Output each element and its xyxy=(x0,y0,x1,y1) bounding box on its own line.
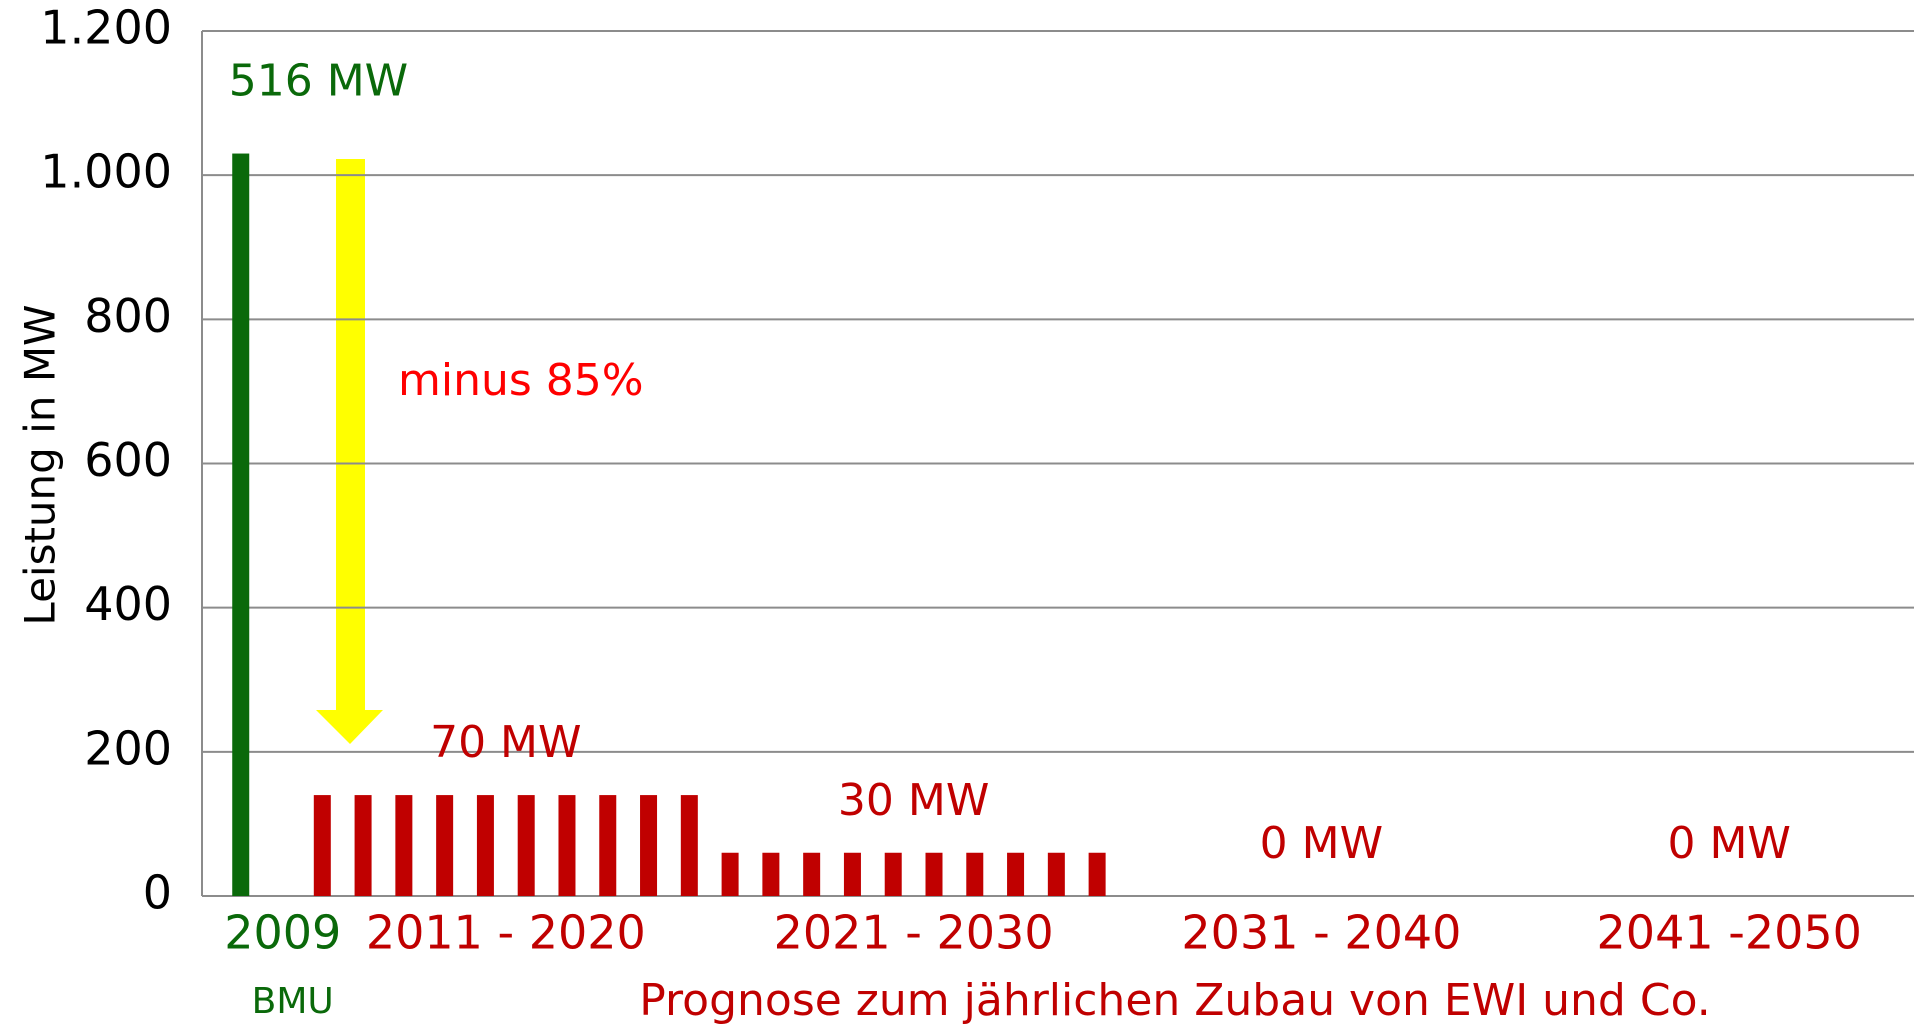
bar xyxy=(803,852,821,896)
bar xyxy=(558,795,576,896)
x-tick-label: 2031 - 2040 xyxy=(1181,906,1461,960)
annotation: 70 MW xyxy=(430,717,581,768)
y-tick-label: 800 xyxy=(84,289,172,343)
bar xyxy=(721,852,739,896)
bar xyxy=(313,795,331,896)
arrow-label: minus 85% xyxy=(398,355,644,406)
bar xyxy=(966,852,984,896)
bar xyxy=(762,852,780,896)
y-tick-label: 0 xyxy=(143,866,172,920)
x-axis-label: Prognose zum jährlichen Zubau von EWI un… xyxy=(639,975,1710,1024)
x-tick-label: 2009 xyxy=(224,906,341,960)
y-tick-label: 1.000 xyxy=(40,145,172,199)
annotation: 0 MW xyxy=(1260,818,1383,869)
bar xyxy=(517,795,535,896)
bar xyxy=(436,795,454,896)
bar xyxy=(599,795,617,896)
x-tick-label: 2021 - 2030 xyxy=(774,906,1054,960)
bar xyxy=(1007,852,1025,896)
y-tick-label: 200 xyxy=(84,721,172,775)
bar xyxy=(1088,852,1106,896)
bar xyxy=(395,795,413,896)
bar xyxy=(680,795,698,896)
y-tick-label: 1.200 xyxy=(40,1,172,55)
bar xyxy=(843,852,861,896)
y-tick-label: 600 xyxy=(84,433,172,487)
bar xyxy=(476,795,494,896)
bar xyxy=(354,795,372,896)
bar xyxy=(1047,852,1065,896)
bar xyxy=(232,153,250,896)
x-tick-label: 2011 - 2020 xyxy=(366,906,646,960)
y-axis-label: Leistung in MW xyxy=(16,304,65,625)
bar xyxy=(884,852,902,896)
x-tick-label: 2041 -2050 xyxy=(1597,906,1862,960)
y-tick-label: 400 xyxy=(84,577,172,631)
x-sublabel: BMU xyxy=(252,981,334,1022)
bar xyxy=(640,795,658,896)
bar xyxy=(925,852,943,896)
annotation: 0 MW xyxy=(1667,818,1790,869)
annotation: 30 MW xyxy=(838,775,989,826)
arrow xyxy=(316,159,383,744)
annotation: 516 MW xyxy=(229,56,408,107)
